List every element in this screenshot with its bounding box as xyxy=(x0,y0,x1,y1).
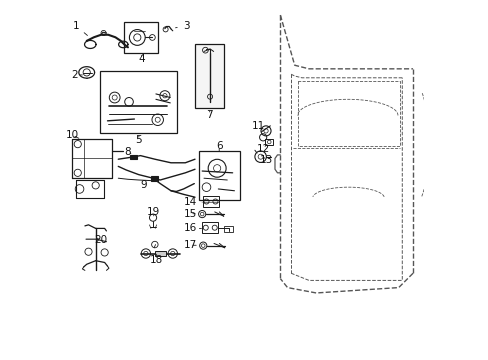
Text: 20: 20 xyxy=(94,235,107,245)
Text: 10: 10 xyxy=(66,130,79,140)
Text: 19: 19 xyxy=(147,207,160,217)
Bar xyxy=(265,139,273,145)
Text: 7: 7 xyxy=(206,110,213,120)
Text: 2: 2 xyxy=(71,70,82,80)
Bar xyxy=(195,44,224,108)
Text: 14: 14 xyxy=(183,197,202,207)
Bar xyxy=(198,151,239,200)
Text: 3: 3 xyxy=(175,21,189,31)
Text: 11: 11 xyxy=(252,121,265,131)
Text: 1: 1 xyxy=(73,21,87,36)
Text: 8: 8 xyxy=(124,147,131,157)
Bar xyxy=(129,155,137,159)
Bar xyxy=(124,22,158,53)
Text: 9: 9 xyxy=(141,180,153,190)
Text: 5: 5 xyxy=(135,135,142,145)
Text: 18: 18 xyxy=(150,254,163,265)
Text: 13: 13 xyxy=(260,155,273,165)
Bar xyxy=(155,251,165,256)
Text: 16: 16 xyxy=(183,224,201,233)
Bar xyxy=(100,71,177,134)
Bar xyxy=(202,222,218,233)
Text: 12: 12 xyxy=(256,144,269,154)
Text: 4: 4 xyxy=(138,54,144,64)
Text: 6: 6 xyxy=(216,141,222,151)
Bar xyxy=(203,196,219,207)
Text: 15: 15 xyxy=(183,209,196,219)
Bar xyxy=(151,176,158,181)
Bar xyxy=(224,226,233,232)
Text: 17: 17 xyxy=(183,240,196,250)
